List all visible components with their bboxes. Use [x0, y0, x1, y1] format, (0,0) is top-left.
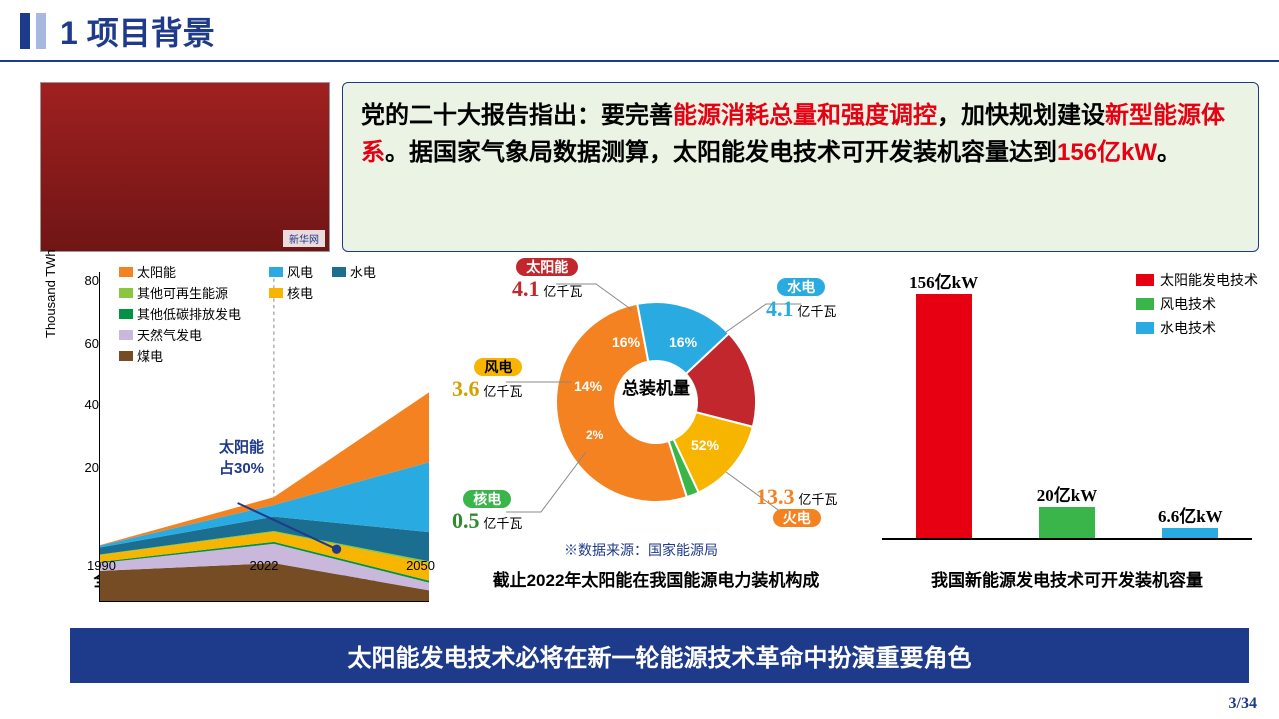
chart3-bars: 太阳能发电技术 风电技术 水电技术 156亿kW 20亿kW 6.6亿kW [872, 262, 1262, 562]
tag-solar: 太阳能 [516, 258, 578, 276]
barlbl-solar: 156亿kW [874, 268, 1014, 293]
chart2-caption: 截止2022年太阳能在我国能源电力装机构成 [493, 566, 820, 591]
ytick-20: 20 [85, 460, 99, 475]
bar-wind: 20亿kW [1039, 507, 1095, 538]
chart1-area: Thousand TWh 20 40 60 80 [45, 262, 435, 562]
bar-solar: 156亿kW [916, 294, 972, 538]
chart3-plot: 156亿kW 20亿kW 6.6亿kW [882, 290, 1252, 540]
leg1-gas: 天然气发电 [137, 325, 202, 344]
leg1-wind: 风电 [287, 262, 313, 281]
unit-fire: 亿千瓦 [798, 492, 837, 507]
footer-band: 太阳能发电技术必将在新一轮能源技术革命中扮演重要角色 [70, 628, 1249, 683]
leg3-solar: 太阳能发电技术 [1160, 270, 1258, 290]
val-wind: 3.6 [452, 376, 480, 401]
page-number: 3/34 [1229, 695, 1257, 713]
val-solar: 4.1 [512, 276, 540, 301]
lbl-hydro: 水电 4.1 亿千瓦 [766, 278, 836, 321]
lbl-nuc: 核电 0.5 亿千瓦 [452, 490, 522, 533]
callout-t4: 。 [1157, 139, 1181, 166]
chart1-yticks: 20 40 60 80 [79, 272, 99, 536]
ytick-40: 40 [85, 397, 99, 412]
lbl-fire: 13.3 亿千瓦 火电 [756, 484, 837, 527]
chart2-donut: 总装机量 52% 16% 16% 14% 2% 太阳能 4.1 亿千瓦 水 [446, 262, 866, 562]
tag-nuc: 核电 [463, 490, 511, 508]
barlbl-wind: 20亿kW [997, 481, 1137, 506]
photo-placeholder [41, 83, 329, 251]
unit-nuc: 亿千瓦 [483, 516, 522, 531]
chart3-col: 太阳能发电技术 风电技术 水电技术 156亿kW 20亿kW 6.6亿kW [872, 262, 1262, 591]
ytick-80: 80 [85, 273, 99, 288]
title-bar: 1 项目背景 [0, 0, 1279, 62]
barlbl-hydro: 6.6亿kW [1120, 502, 1260, 527]
chart3-caption: 我国新能源发电技术可开发装机容量 [931, 566, 1203, 591]
chart2-source: ※数据来源：国家能源局 [564, 540, 718, 560]
photo-badge: 新华网 [283, 230, 325, 247]
unit-solar: 亿千瓦 [543, 284, 582, 299]
callout-r1: 能源消耗总量和强度调控 [673, 102, 937, 129]
tag-fire: 火电 [773, 509, 821, 527]
unit-wind: 亿千瓦 [483, 384, 522, 399]
val-fire: 13.3 [756, 484, 795, 509]
callout-r3: 156亿kW [1057, 139, 1157, 166]
unit-hydro: 亿千瓦 [797, 304, 836, 319]
chart1-ylabel: Thousand TWh [43, 249, 58, 338]
bar-hydro: 6.6亿kW [1162, 528, 1218, 538]
callout-box: 党的二十大报告指出：要完善能源消耗总量和强度调控，加快规划建设新型能源体系。据国… [342, 82, 1259, 252]
ytick-60: 60 [85, 336, 99, 351]
leg1-solar: 太阳能 [137, 262, 176, 281]
title-marker-dark [20, 13, 30, 49]
title-marker-light [36, 13, 46, 49]
val-hydro: 4.1 [766, 296, 794, 321]
callout-t3: 。据国家气象局数据测算，太阳能发电技术可开发装机容量达到 [385, 139, 1057, 166]
leg1-coal: 煤电 [137, 346, 163, 365]
chart2-col: 总装机量 52% 16% 16% 14% 2% 太阳能 4.1 亿千瓦 水 [446, 262, 866, 591]
chart1-legend: 太阳能 风电 水电 其他可再生能源 核电 其他低碳排放发电 天然气发电 煤电 [119, 262, 419, 365]
callout-t1: 党的二十大报告指出：要完善 [361, 102, 673, 129]
val-nuc: 0.5 [452, 508, 480, 533]
chart1-annotation-text: 太阳能 占30% [219, 439, 264, 477]
tag-hydro: 水电 [777, 278, 825, 296]
charts-row: Thousand TWh 20 40 60 80 [0, 258, 1279, 591]
xtick-2022: 2022 [250, 558, 279, 573]
top-row: 新华网 党的二十大报告指出：要完善能源消耗总量和强度调控，加快规划建设新型能源体… [0, 62, 1279, 258]
leg1-hydro: 水电 [350, 262, 376, 281]
leg1-nuclear: 核电 [287, 283, 313, 302]
xtick-2050: 2050 [406, 558, 435, 573]
slide-title: 1 项目背景 [60, 8, 215, 54]
callout-t2: ，加快规划建设 [937, 102, 1105, 129]
leg1-otherren: 其他可再生能源 [137, 283, 228, 302]
chart1-annotation: 太阳能 占30% [219, 436, 264, 478]
lbl-wind: 风电 3.6 亿千瓦 [452, 358, 522, 401]
photo: 新华网 [40, 82, 330, 252]
chart1-col: Thousand TWh 20 40 60 80 [40, 262, 440, 591]
leg1-otherlow: 其他低碳排放发电 [137, 304, 241, 323]
tag-wind: 风电 [474, 358, 522, 376]
xtick-1990: 1990 [87, 558, 116, 573]
lbl-solar: 太阳能 4.1 亿千瓦 [512, 258, 582, 301]
